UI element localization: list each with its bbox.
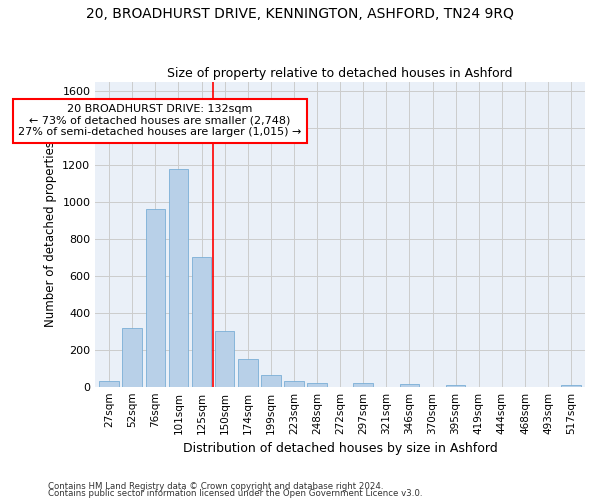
Bar — [284, 381, 304, 386]
Bar — [446, 385, 466, 386]
Text: Contains HM Land Registry data © Crown copyright and database right 2024.: Contains HM Land Registry data © Crown c… — [48, 482, 383, 491]
Bar — [192, 258, 211, 386]
Text: 20, BROADHURST DRIVE, KENNINGTON, ASHFORD, TN24 9RQ: 20, BROADHURST DRIVE, KENNINGTON, ASHFOR… — [86, 8, 514, 22]
Bar — [562, 385, 581, 386]
Bar — [100, 381, 119, 386]
Bar — [215, 332, 235, 386]
Y-axis label: Number of detached properties: Number of detached properties — [44, 142, 57, 328]
Bar — [261, 374, 281, 386]
X-axis label: Distribution of detached houses by size in Ashford: Distribution of detached houses by size … — [183, 442, 497, 455]
Bar — [238, 359, 257, 386]
Bar — [353, 383, 373, 386]
Text: 20 BROADHURST DRIVE: 132sqm
← 73% of detached houses are smaller (2,748)
27% of : 20 BROADHURST DRIVE: 132sqm ← 73% of det… — [18, 104, 302, 138]
Bar — [146, 210, 165, 386]
Bar — [169, 169, 188, 386]
Bar — [400, 384, 419, 386]
Bar — [307, 383, 327, 386]
Text: Contains public sector information licensed under the Open Government Licence v3: Contains public sector information licen… — [48, 488, 422, 498]
Title: Size of property relative to detached houses in Ashford: Size of property relative to detached ho… — [167, 66, 513, 80]
Bar — [122, 328, 142, 386]
